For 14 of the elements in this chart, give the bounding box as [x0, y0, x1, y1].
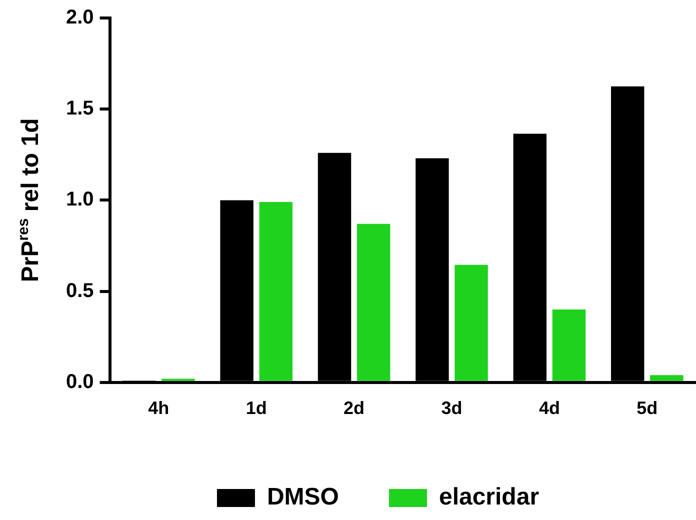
x-tick-label: 4h: [148, 398, 170, 418]
x-tick-label: 4d: [538, 398, 560, 418]
legend-label: DMSO: [266, 484, 339, 511]
legend-label: elacridar: [438, 484, 540, 511]
y-axis-title: PrPres rel to 1d: [15, 118, 44, 282]
x-tick-label: 2d: [344, 398, 365, 418]
y-tick-label: 2.0: [66, 6, 94, 29]
x-tick-label: 1d: [246, 398, 267, 418]
x-tick-label: 3d: [441, 398, 462, 418]
y-tick-label: 0.0: [66, 370, 94, 393]
x-tick-label: 5d: [636, 398, 658, 418]
y-tick-label: 1.5: [66, 98, 94, 120]
y-tick-label: 0.5: [66, 280, 94, 302]
y-tick-label: 1.0: [66, 188, 94, 211]
